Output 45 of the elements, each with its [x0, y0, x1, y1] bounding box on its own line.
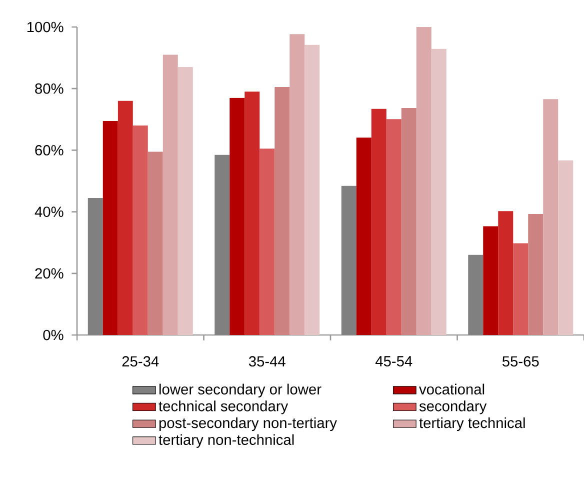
- x-tick-label: 35-44: [248, 356, 286, 367]
- x-tick-label: 55-65: [502, 356, 539, 367]
- bar: [356, 138, 372, 335]
- legend-label: secondary: [419, 400, 487, 414]
- bar: [148, 152, 163, 335]
- bar: [162, 54, 178, 335]
- legend-label: vocational: [419, 384, 484, 394]
- legend-label: tertiary non-technical: [158, 434, 294, 448]
- legend-label: technical secondary: [158, 400, 288, 414]
- legend-label: lower secondary or lower: [159, 384, 322, 398]
- y-tick-label: 80%: [35, 83, 64, 94]
- x-tick-label: 45-54: [375, 356, 412, 366]
- bar: [468, 254, 484, 335]
- bar: [558, 160, 574, 335]
- legend-label: tertiary technical: [419, 417, 525, 432]
- x-tick-label: 25-34: [122, 356, 159, 367]
- y-tick-label: 0%: [43, 330, 64, 340]
- bar: [244, 92, 260, 335]
- bar: [371, 108, 386, 335]
- y-tick-label: 100%: [27, 22, 64, 32]
- bar: [214, 154, 230, 335]
- bar: [230, 98, 245, 335]
- bar: [401, 108, 416, 335]
- y-tick-label: 20%: [35, 268, 64, 279]
- bar: [543, 99, 558, 335]
- bar: [178, 67, 193, 335]
- y-tick-label: 40%: [34, 206, 64, 217]
- legend-label: post-secondary non-tertiary: [159, 417, 337, 432]
- bar: [386, 119, 402, 335]
- y-tick-label: 60%: [35, 145, 64, 156]
- bar: [416, 26, 432, 335]
- bar: [483, 226, 498, 335]
- bar: [528, 214, 544, 335]
- bar: [341, 186, 356, 335]
- bar: [132, 126, 148, 335]
- bar: [260, 148, 275, 335]
- bar: [102, 120, 118, 335]
- bar: [274, 87, 290, 335]
- bar: [118, 100, 133, 335]
- bar: [304, 44, 320, 335]
- bar: [290, 34, 305, 335]
- bar: [513, 243, 528, 335]
- bar: [88, 198, 103, 335]
- bar: [431, 48, 446, 335]
- bar: [498, 211, 514, 335]
